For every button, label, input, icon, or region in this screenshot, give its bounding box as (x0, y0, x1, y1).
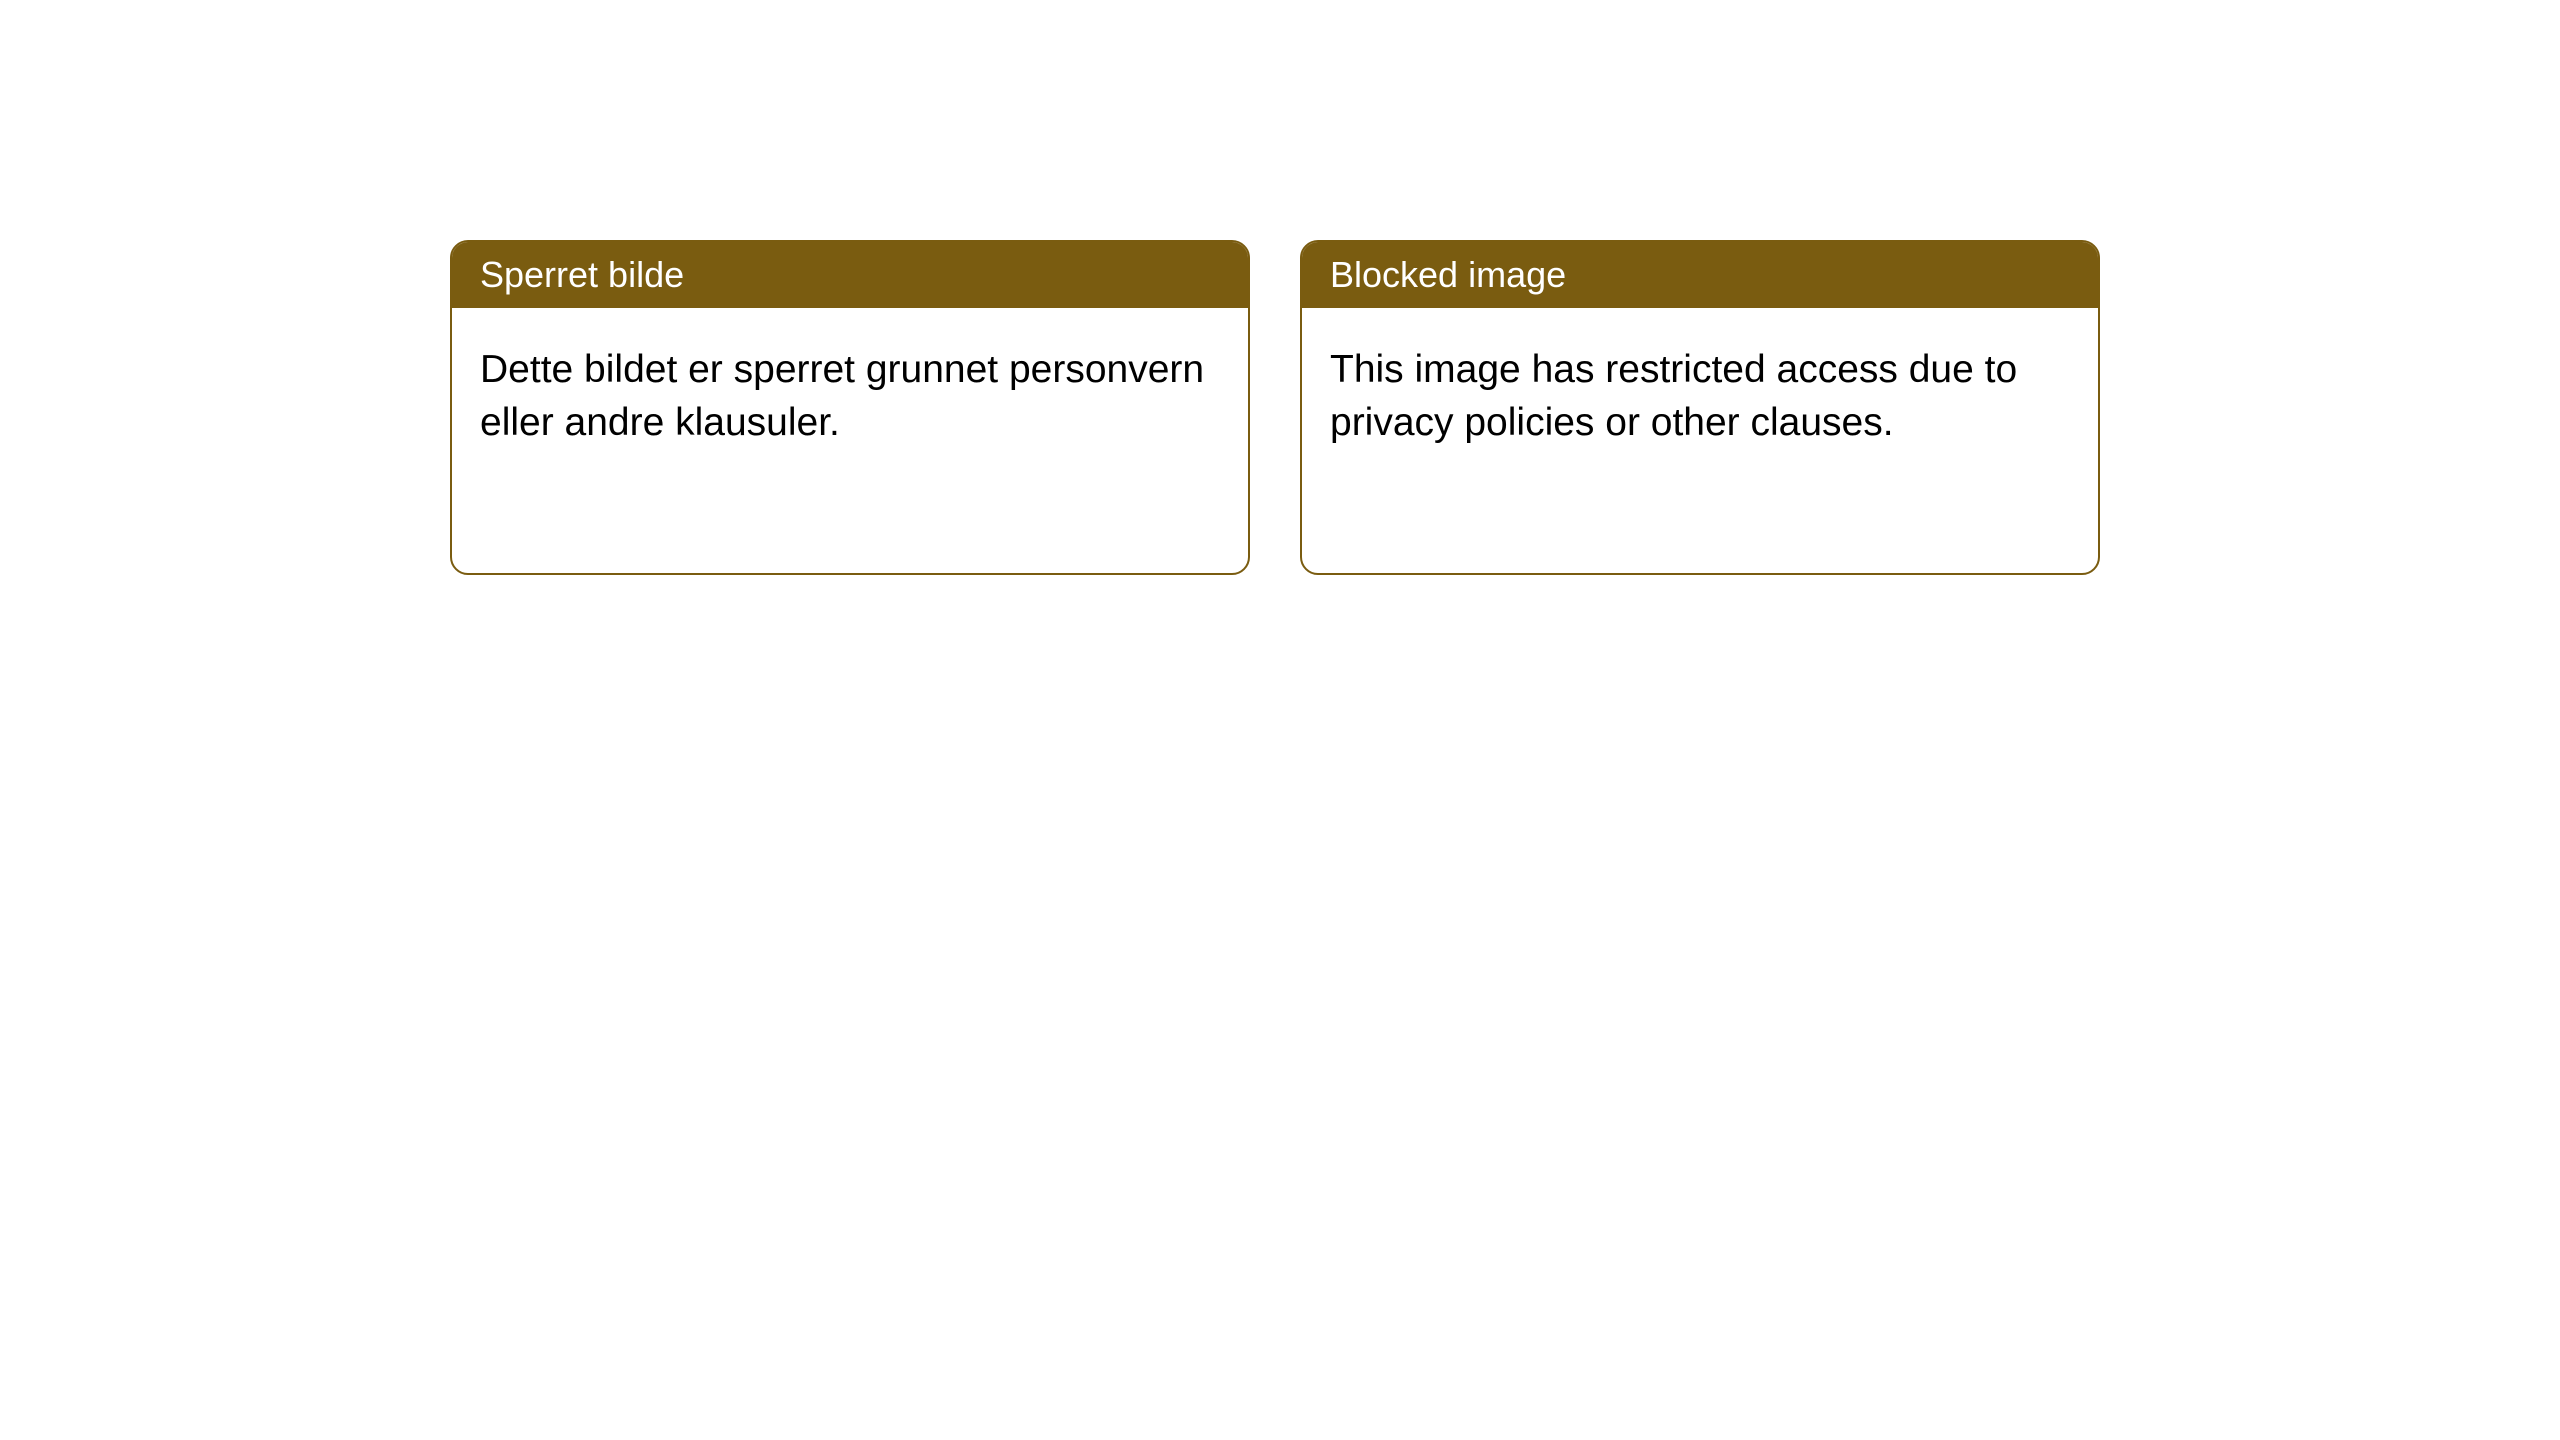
notice-card-norwegian: Sperret bilde Dette bildet er sperret gr… (450, 240, 1250, 575)
notice-cards-container: Sperret bilde Dette bildet er sperret gr… (450, 240, 2100, 575)
notice-body-norwegian: Dette bildet er sperret grunnet personve… (452, 308, 1248, 573)
notice-header-english: Blocked image (1302, 242, 2098, 308)
notice-body-english: This image has restricted access due to … (1302, 308, 2098, 573)
notice-header-norwegian: Sperret bilde (452, 242, 1248, 308)
notice-card-english: Blocked image This image has restricted … (1300, 240, 2100, 575)
